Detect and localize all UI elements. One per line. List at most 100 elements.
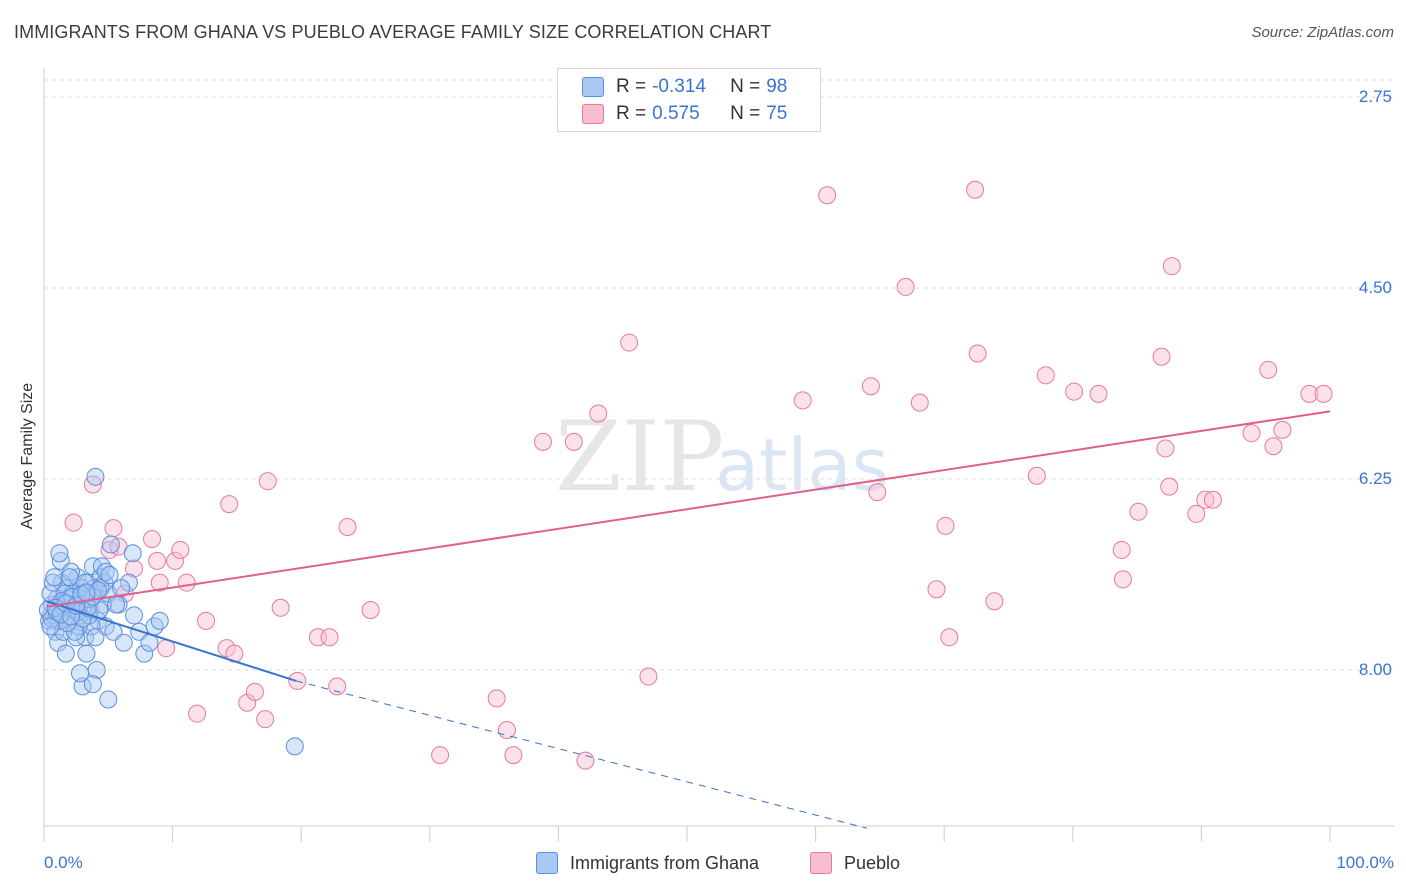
pueblo-point (1036, 366, 1055, 385)
correlation-legend: R = -0.314 N = 98 R = 0.575 N = 75 (557, 68, 821, 132)
pueblo-point (985, 592, 1004, 611)
ghana-point (107, 595, 126, 614)
pueblo-point (1156, 439, 1175, 458)
pueblo-point (487, 689, 506, 708)
pueblo-point (968, 344, 987, 363)
pueblo-point (497, 721, 516, 740)
pueblo-point (148, 551, 167, 570)
pueblo-point (1242, 424, 1261, 443)
ghana-point (114, 633, 133, 652)
ghana-point (150, 611, 169, 630)
legend-row-pueblo: R = 0.575 N = 75 (582, 101, 787, 127)
pueblo-point (1196, 490, 1215, 509)
legend-swatch-pink (810, 852, 832, 874)
pueblo-point (1187, 504, 1206, 523)
pueblo-point (177, 573, 196, 592)
legend-row-ghana: R = -0.314 N = 98 (582, 74, 787, 100)
y-tick-label: 6.25 (1358, 469, 1392, 488)
pueblo-point (338, 518, 357, 537)
ghana-point (62, 562, 81, 581)
pueblo-point (271, 598, 290, 617)
legend-r-value: 0.575 (652, 103, 700, 124)
pueblo-point (171, 540, 190, 559)
pueblo-point (1089, 384, 1108, 403)
pueblo-point (1027, 466, 1046, 485)
pueblo-point (1314, 384, 1333, 403)
pueblo-point (576, 751, 595, 770)
pueblo-point (143, 530, 162, 549)
pueblo-point (188, 704, 207, 723)
legend-swatch-pink (582, 104, 604, 124)
ghana-point (100, 566, 119, 585)
ghana-point (101, 535, 120, 554)
pueblo-point (589, 404, 608, 423)
pueblo-point (620, 333, 639, 352)
series-legend: Immigrants from Ghana Pueblo (0, 852, 1406, 878)
legend-swatch-blue (536, 852, 558, 874)
pueblo-point (1273, 420, 1292, 439)
pueblo-point (910, 393, 929, 412)
ghana-point (77, 583, 96, 602)
pueblo-point (166, 551, 185, 570)
legend-item-pueblo[interactable]: Pueblo (810, 852, 900, 874)
trend-lines (46, 410, 1331, 829)
ghana-point (76, 628, 95, 647)
pueblo-point (818, 186, 837, 205)
gridlines (44, 79, 1394, 671)
legend-r-label: R = (616, 103, 647, 124)
x-axis-min-label: 0.0% (44, 853, 83, 872)
pueblo-point (1112, 540, 1131, 559)
legend-n-value: 98 (766, 76, 788, 97)
legend-label-ghana: Immigrants from Ghana (570, 852, 760, 873)
chart-title: IMMIGRANTS FROM GHANA VS PUEBLO AVERAGE … (14, 22, 772, 42)
ghana-point (86, 467, 105, 486)
y-tick-label: 8.00 (1358, 660, 1392, 679)
legend-n-label: N = (730, 103, 761, 124)
legend-label-pueblo: Pueblo (844, 852, 901, 873)
pueblo-point (868, 483, 887, 502)
legend-r-value: -0.314 (652, 76, 706, 97)
pueblo-point (1162, 257, 1181, 276)
pueblo-point (1264, 437, 1283, 456)
pueblo-point (1152, 347, 1171, 366)
ghana-point (99, 690, 118, 709)
ghana-points (38, 467, 304, 756)
legend-n-label: N = (730, 76, 761, 97)
pueblo-point (220, 495, 239, 514)
ghana-point (45, 568, 64, 587)
pueblo-point (927, 580, 946, 599)
legend-r-label: R = (616, 76, 647, 97)
source-credit: Source: ZipAtlas.com (1251, 24, 1394, 41)
y-tick-label: 2.75 (1358, 87, 1392, 106)
ghana-point (56, 644, 75, 663)
ghana-point (82, 617, 101, 636)
ghana-point (285, 737, 304, 756)
pueblo-point (150, 573, 169, 592)
ghana-point (86, 628, 105, 647)
ghana-point (60, 568, 79, 587)
ghana-point (71, 664, 90, 683)
pueblo-point (258, 472, 277, 491)
ghana-point (77, 644, 96, 663)
pueblo-point (256, 710, 275, 729)
pueblo-point (533, 432, 552, 451)
pueblo-point (245, 682, 264, 701)
x-axis-max-label: 100.0% (1336, 853, 1394, 872)
ghana-point (50, 544, 69, 563)
pueblo-point (1129, 502, 1148, 521)
pueblo-point (564, 432, 583, 451)
pueblo-point (1065, 382, 1084, 401)
pueblo-point (793, 391, 812, 410)
pueblo-point (1259, 360, 1278, 379)
pueblo-point (1113, 570, 1132, 589)
legend-item-ghana[interactable]: Immigrants from Ghana (536, 852, 759, 874)
watermark-atlas: atlas (715, 423, 889, 507)
pueblo-point (197, 611, 216, 630)
pueblo-point (940, 628, 959, 647)
ghana-point (123, 544, 142, 563)
pueblo-point (125, 559, 144, 578)
pueblo-point (64, 513, 83, 532)
ghana-point (135, 644, 154, 663)
ghana-point (44, 573, 63, 592)
pueblo-point (320, 628, 339, 647)
